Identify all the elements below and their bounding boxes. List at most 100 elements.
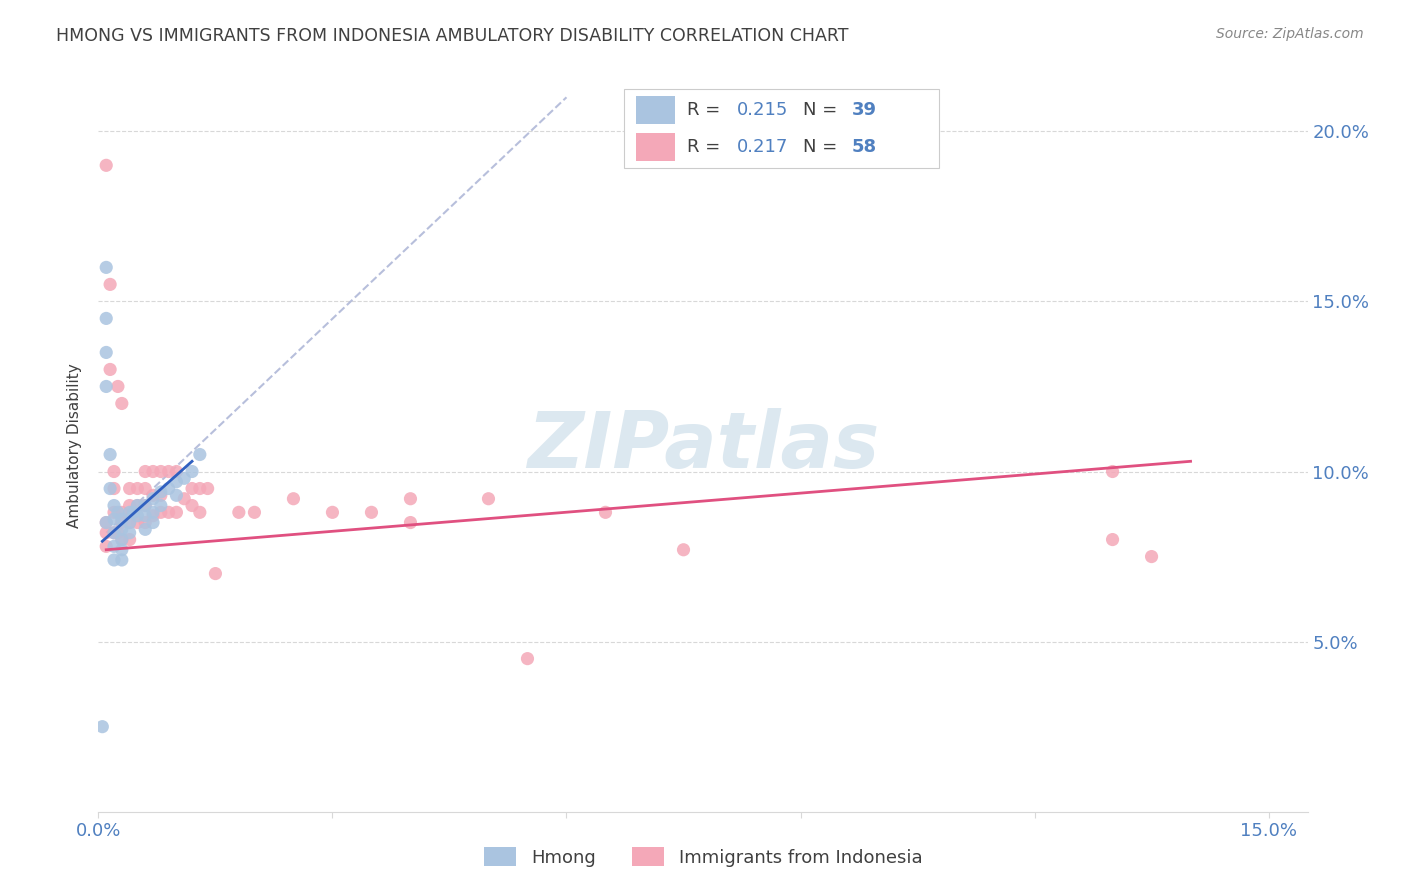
Point xyxy=(103,525,125,540)
Point xyxy=(157,482,180,496)
Point xyxy=(134,482,156,496)
Text: 58: 58 xyxy=(852,137,877,156)
Point xyxy=(96,158,118,172)
Point xyxy=(98,277,121,292)
Point xyxy=(134,499,156,513)
Point xyxy=(118,482,141,496)
Point xyxy=(96,260,118,275)
Point xyxy=(321,505,343,519)
Point xyxy=(118,516,141,530)
Point xyxy=(103,499,125,513)
Point xyxy=(111,396,134,410)
Point xyxy=(477,491,499,506)
Point xyxy=(122,505,145,519)
Point xyxy=(134,522,156,536)
Point xyxy=(165,475,187,489)
Bar xyxy=(637,133,675,161)
Point xyxy=(134,508,156,523)
Text: Source: ZipAtlas.com: Source: ZipAtlas.com xyxy=(1216,27,1364,41)
Point xyxy=(107,379,129,393)
Point xyxy=(142,508,165,523)
Point xyxy=(595,505,617,519)
Point xyxy=(111,533,134,547)
Point xyxy=(103,512,125,526)
Point xyxy=(228,505,250,519)
Text: ZIPatlas: ZIPatlas xyxy=(527,408,879,484)
Point xyxy=(181,465,204,479)
Point xyxy=(181,482,204,496)
Point xyxy=(243,505,266,519)
Point xyxy=(157,505,180,519)
Text: 39: 39 xyxy=(852,102,877,120)
Point xyxy=(111,505,134,519)
Point xyxy=(96,540,118,554)
Point xyxy=(1101,465,1123,479)
Point xyxy=(118,499,141,513)
Point xyxy=(111,512,134,526)
Point xyxy=(91,720,114,734)
Text: N =: N = xyxy=(803,137,844,156)
Text: R =: R = xyxy=(688,102,727,120)
Point xyxy=(360,505,382,519)
Point xyxy=(134,499,156,513)
Point xyxy=(127,516,149,530)
Point xyxy=(98,482,121,496)
Point xyxy=(1140,549,1163,564)
Point xyxy=(516,651,538,665)
Point xyxy=(142,516,165,530)
Point xyxy=(127,482,149,496)
Point xyxy=(96,345,118,359)
Point xyxy=(127,499,149,513)
Y-axis label: Ambulatory Disability: Ambulatory Disability xyxy=(67,364,83,528)
Point xyxy=(111,533,134,547)
Point xyxy=(96,311,118,326)
Point xyxy=(283,491,305,506)
Point xyxy=(134,516,156,530)
Point xyxy=(118,505,141,519)
Point xyxy=(173,471,195,485)
Point xyxy=(111,522,134,536)
Point xyxy=(98,448,121,462)
Point xyxy=(149,505,172,519)
Point xyxy=(118,533,141,547)
Point xyxy=(188,482,211,496)
Text: HMONG VS IMMIGRANTS FROM INDONESIA AMBULATORY DISABILITY CORRELATION CHART: HMONG VS IMMIGRANTS FROM INDONESIA AMBUL… xyxy=(56,27,849,45)
Point xyxy=(103,540,125,554)
Point xyxy=(142,488,165,502)
Point xyxy=(142,505,165,519)
Point xyxy=(96,379,118,393)
Point xyxy=(107,505,129,519)
Point xyxy=(149,488,172,502)
Point xyxy=(103,482,125,496)
Legend: Hmong, Immigrants from Indonesia: Hmong, Immigrants from Indonesia xyxy=(477,840,929,874)
Point xyxy=(142,491,165,506)
Point xyxy=(127,499,149,513)
Point xyxy=(149,484,172,499)
Point xyxy=(672,542,695,557)
Point xyxy=(98,362,121,376)
Point xyxy=(118,516,141,530)
Point xyxy=(103,465,125,479)
Point xyxy=(149,499,172,513)
Point xyxy=(165,488,187,502)
Point xyxy=(127,508,149,523)
Bar xyxy=(637,96,675,124)
Point xyxy=(157,465,180,479)
Point xyxy=(107,525,129,540)
Point xyxy=(399,491,422,506)
Point xyxy=(165,465,187,479)
Point xyxy=(96,516,118,530)
Point xyxy=(96,525,118,540)
Point xyxy=(111,542,134,557)
Point xyxy=(173,491,195,506)
Point xyxy=(204,566,226,581)
Point xyxy=(142,465,165,479)
Point xyxy=(399,516,422,530)
Point xyxy=(118,525,141,540)
Bar xyxy=(624,89,939,168)
Point xyxy=(181,499,204,513)
Point xyxy=(103,553,125,567)
Text: 0.215: 0.215 xyxy=(737,102,789,120)
Point xyxy=(96,516,118,530)
Point xyxy=(103,525,125,540)
